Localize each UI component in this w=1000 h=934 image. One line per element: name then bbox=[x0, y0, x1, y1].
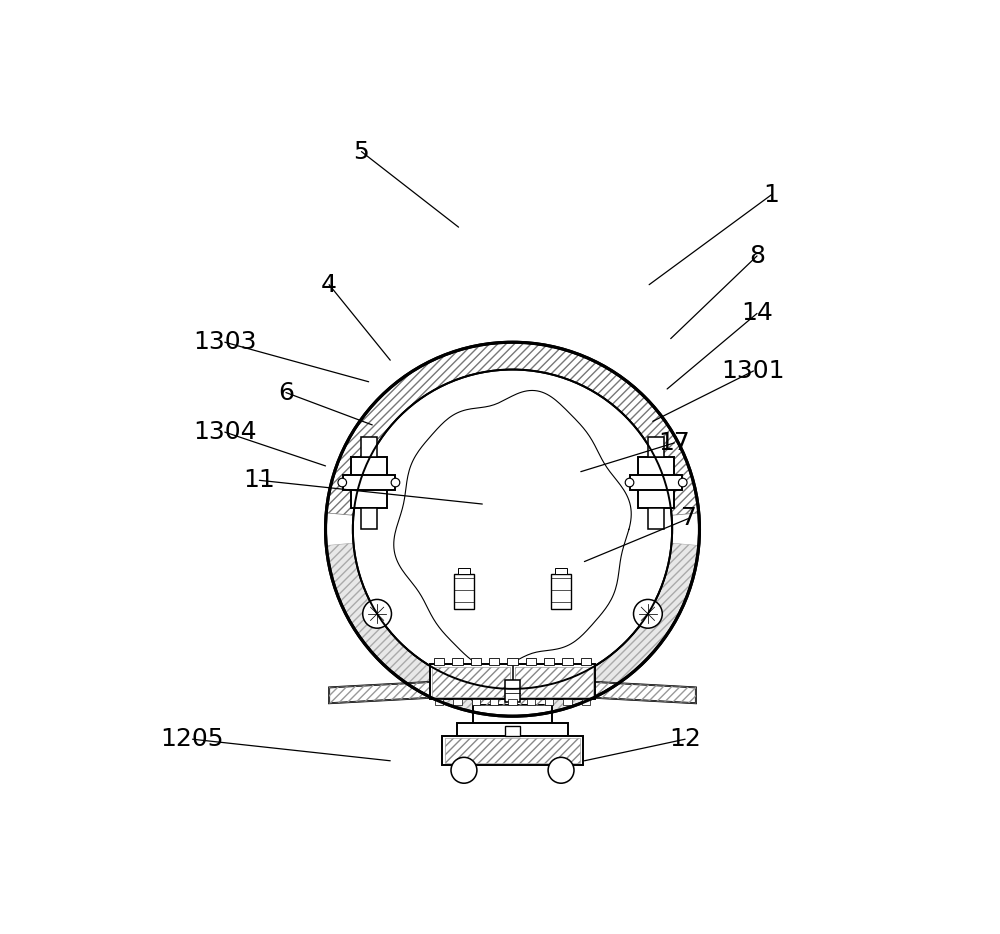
Circle shape bbox=[678, 478, 687, 487]
Circle shape bbox=[338, 478, 347, 487]
Bar bbox=[473, 705, 552, 723]
Bar bbox=[505, 727, 520, 736]
Circle shape bbox=[363, 600, 391, 629]
Text: 12: 12 bbox=[669, 728, 701, 751]
Text: 7: 7 bbox=[681, 506, 697, 531]
Text: 4: 4 bbox=[321, 273, 337, 297]
Bar bbox=[505, 680, 520, 701]
Bar bbox=[638, 457, 674, 508]
Text: 6: 6 bbox=[278, 380, 294, 404]
Bar bbox=[472, 699, 480, 705]
Bar bbox=[555, 568, 567, 574]
Circle shape bbox=[634, 600, 662, 629]
Circle shape bbox=[625, 478, 634, 487]
Bar bbox=[445, 739, 580, 763]
Bar bbox=[430, 664, 595, 699]
Circle shape bbox=[353, 370, 672, 689]
Bar bbox=[507, 658, 518, 665]
Bar bbox=[435, 699, 443, 705]
Wedge shape bbox=[326, 342, 699, 516]
Bar bbox=[442, 736, 583, 765]
Bar bbox=[457, 723, 568, 736]
Bar bbox=[454, 574, 474, 609]
Text: 8: 8 bbox=[749, 244, 765, 268]
Bar bbox=[434, 658, 444, 665]
Circle shape bbox=[326, 342, 699, 716]
Text: 14: 14 bbox=[741, 302, 773, 325]
Bar bbox=[361, 436, 377, 457]
Circle shape bbox=[548, 757, 574, 784]
Polygon shape bbox=[329, 680, 462, 703]
Bar bbox=[581, 658, 591, 665]
Bar bbox=[630, 474, 682, 490]
Bar bbox=[490, 699, 498, 705]
Bar bbox=[582, 699, 590, 705]
Bar bbox=[526, 658, 536, 665]
Polygon shape bbox=[462, 680, 563, 705]
Text: 1304: 1304 bbox=[193, 420, 257, 444]
Text: 5: 5 bbox=[354, 140, 369, 163]
Text: 1301: 1301 bbox=[722, 359, 785, 383]
Bar bbox=[432, 667, 510, 697]
Bar bbox=[452, 658, 463, 665]
Polygon shape bbox=[563, 680, 696, 703]
Bar bbox=[551, 574, 571, 609]
Bar bbox=[351, 457, 387, 508]
Bar bbox=[527, 699, 535, 705]
Bar bbox=[458, 568, 470, 574]
Bar bbox=[545, 699, 553, 705]
Circle shape bbox=[451, 757, 477, 784]
Wedge shape bbox=[326, 543, 699, 716]
Text: 1205: 1205 bbox=[161, 728, 224, 751]
Bar bbox=[563, 699, 572, 705]
Bar bbox=[648, 508, 664, 529]
Bar bbox=[471, 658, 481, 665]
Bar bbox=[508, 699, 517, 705]
Text: 1: 1 bbox=[763, 183, 779, 206]
Text: 11: 11 bbox=[243, 468, 275, 492]
Bar bbox=[343, 474, 395, 490]
Bar bbox=[562, 658, 573, 665]
Text: 1303: 1303 bbox=[193, 331, 257, 354]
Text: 17: 17 bbox=[658, 431, 690, 455]
Bar bbox=[453, 699, 462, 705]
Bar bbox=[544, 658, 554, 665]
Bar bbox=[361, 508, 377, 529]
Bar bbox=[515, 667, 593, 697]
Bar bbox=[489, 658, 499, 665]
Circle shape bbox=[391, 478, 400, 487]
Bar bbox=[648, 436, 664, 457]
